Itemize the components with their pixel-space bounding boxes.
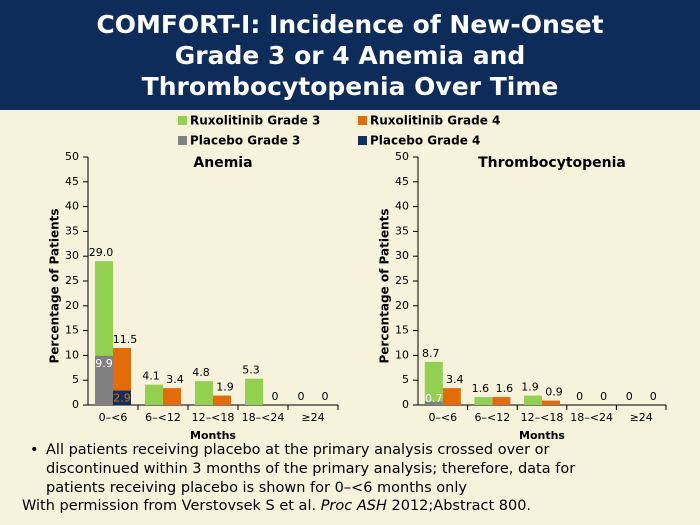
y-tick-label: 0 (72, 398, 79, 411)
legend-label: Ruxolitinib Grade 3 (190, 114, 320, 128)
footnote-text: All patients receiving placebo at the pr… (46, 442, 576, 496)
y-tick-label: 50 (395, 150, 409, 163)
y-tick-label: 5 (72, 373, 79, 386)
y-tick-label: 50 (65, 150, 79, 163)
value-label: 0 (322, 390, 329, 403)
x-tick-label: 12–<18 (192, 411, 235, 424)
y-tick-label: 5 (402, 373, 409, 386)
y-tick-label: 30 (65, 249, 79, 262)
x-axis-label: Months (519, 429, 565, 442)
citation-journal: Proc ASH (320, 498, 387, 514)
value-label: 0.9 (545, 386, 563, 399)
value-label: 1.9 (216, 381, 234, 394)
citation-text: 2012;Abstract 800. (386, 498, 532, 514)
value-label: 9.9 (95, 357, 113, 370)
bar (195, 381, 213, 405)
slide-title: COMFORT-I: Incidence of New-Onset Grade … (0, 0, 700, 110)
x-tick-label: 12–<18 (521, 411, 564, 424)
value-label: 0 (448, 392, 455, 405)
legend-swatch (178, 136, 187, 145)
y-tick-label: 35 (395, 224, 409, 237)
bar (492, 397, 511, 405)
bar (442, 388, 461, 405)
value-label: 4.8 (192, 366, 210, 379)
y-tick-label: 15 (395, 324, 409, 337)
value-label: 0 (576, 390, 583, 403)
citation-text: With permission from Verstovsek S et al. (22, 498, 321, 514)
value-label: 0 (272, 390, 279, 403)
value-label: 0 (298, 390, 305, 403)
legend-label: Placebo Grade 3 (190, 134, 300, 148)
bar (424, 361, 443, 405)
value-label: 0 (626, 390, 633, 403)
value-label: 8.7 (422, 347, 440, 360)
y-axis-label: Percentage of Patients (378, 208, 392, 363)
y-tick-label: 20 (395, 299, 409, 312)
x-tick-label: 18–<24 (570, 411, 613, 424)
y-tick-label: 40 (395, 200, 409, 213)
x-tick-label: 6–<12 (475, 411, 511, 424)
footnote: • All patients receiving placebo at the p… (30, 441, 630, 498)
value-label: 0.7 (425, 392, 443, 405)
bar (163, 388, 181, 405)
bar (524, 395, 542, 405)
x-axis-label: Months (190, 429, 236, 442)
chart-title: Thrombocytopenia (478, 155, 626, 171)
x-tick-label: 0–<6 (99, 411, 128, 424)
y-axis-label: Percentage of Patients (48, 208, 62, 363)
legend-label: Placebo Grade 4 (370, 134, 480, 148)
bar (542, 400, 560, 405)
y-tick-label: 35 (65, 224, 79, 237)
value-label: 3.4 (446, 373, 464, 386)
bar (424, 401, 443, 405)
bar (474, 397, 493, 405)
legend-swatch (178, 116, 187, 125)
y-tick-label: 0 (402, 398, 409, 411)
y-tick-label: 15 (65, 324, 79, 337)
value-label: 11.5 (113, 333, 138, 346)
bar (245, 378, 263, 405)
value-label: 4.1 (142, 370, 160, 383)
value-label: 1.6 (472, 382, 490, 395)
y-tick-label: 45 (395, 175, 409, 188)
legend-swatch (358, 116, 367, 125)
value-label: 2.9 (113, 392, 131, 405)
bar (95, 355, 113, 405)
citation: With permission from Verstovsek S et al.… (22, 498, 531, 514)
x-tick-label: ≥24 (630, 411, 653, 424)
bar (145, 384, 163, 405)
legend-swatch (358, 136, 367, 145)
x-tick-label: 6–<12 (145, 411, 181, 424)
bar (213, 395, 231, 405)
value-label: 1.9 (521, 381, 539, 394)
y-tick-label: 45 (65, 175, 79, 188)
value-label: 3.4 (166, 373, 184, 386)
chart-title: Anemia (193, 155, 252, 171)
bar (113, 390, 131, 405)
y-tick-label: 25 (65, 274, 79, 287)
value-label: 5.3 (242, 364, 260, 377)
x-tick-label: 18–<24 (242, 411, 285, 424)
value-label: 29.0 (89, 246, 114, 259)
y-tick-label: 40 (65, 200, 79, 213)
y-tick-label: 20 (65, 299, 79, 312)
x-tick-label: ≥24 (301, 411, 324, 424)
y-tick-label: 30 (395, 249, 409, 262)
x-tick-label: 0–<6 (428, 411, 457, 424)
value-label: 1.6 (496, 382, 514, 395)
value-label: 0 (600, 390, 607, 403)
y-tick-label: 10 (65, 348, 79, 361)
y-tick-label: 25 (395, 274, 409, 287)
value-label: 0 (650, 390, 657, 403)
y-tick-label: 10 (395, 348, 409, 361)
legend-label: Ruxolitinib Grade 4 (370, 114, 500, 128)
